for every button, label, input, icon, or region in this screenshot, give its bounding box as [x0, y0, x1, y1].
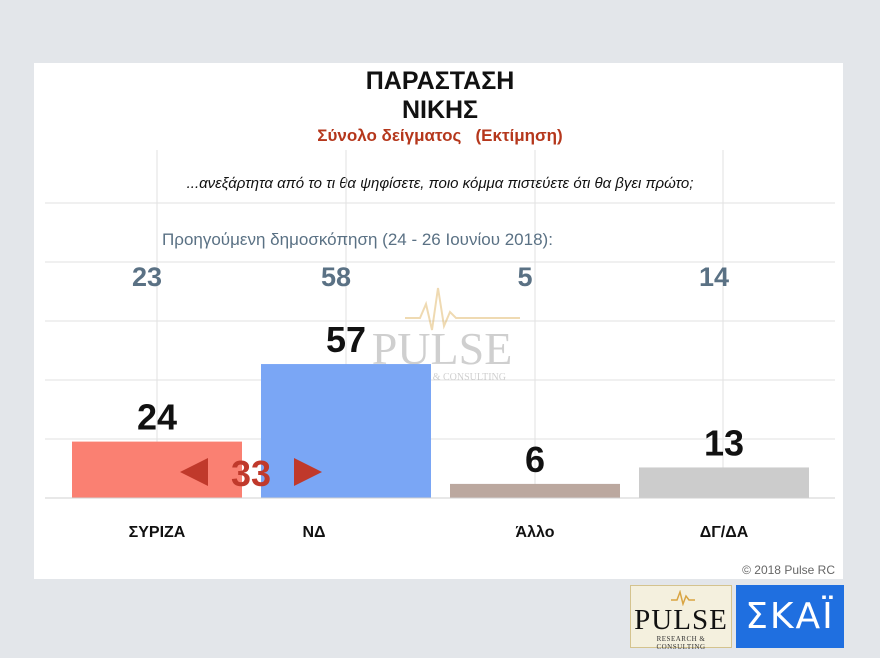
survey-question: ...ανεξάρτητα από το τι θα ψηφίσετε, ποι… [186, 175, 694, 192]
chart-title-line-1: ΠΑΡΑΣΤΑΣΗ [365, 67, 515, 95]
chart-subtitle: Σύνολο δείγματος (Εκτίμηση) [317, 126, 563, 145]
gap-arrow-right [294, 458, 322, 486]
watermark-subtext: RESEARCH & CONSULTING [378, 372, 506, 383]
gap-arrow-left [180, 458, 208, 486]
pulse-logo: PULSE RESEARCH & CONSULTING [630, 585, 732, 651]
skai-logo: ΣΚΑΪ [736, 585, 844, 648]
data-label-2: 57 [326, 319, 366, 360]
data-label-4: 13 [704, 422, 744, 463]
previous-value-4: 14 [699, 262, 729, 292]
category-label-1: ΣΥΡΙΖΑ [129, 524, 186, 541]
grid-lines [45, 150, 835, 498]
bar-2 [261, 364, 431, 498]
previous-value-3: 5 [517, 262, 532, 292]
copyright: © 2018 Pulse RC [742, 563, 835, 577]
category-label-2: ΝΔ [302, 524, 325, 541]
bar-4 [639, 467, 809, 498]
previous-value-2: 58 [321, 262, 351, 292]
data-label-3: 6 [525, 439, 545, 480]
gap-value: 33 [231, 453, 271, 494]
pulse-logo-text: PULSE [634, 604, 728, 636]
data-label-1: 24 [137, 397, 177, 438]
gap-annotation: 33 [180, 453, 322, 494]
category-label-4: ΔΓ/ΔΑ [700, 524, 749, 541]
bar-1 [72, 441, 242, 498]
bar-3 [450, 483, 620, 498]
chart-title-line-2: ΝΙΚΗΣ [401, 96, 479, 124]
pulse-logo-subtext: RESEARCH & CONSULTING [656, 635, 706, 651]
pulse-logo-wave-icon [671, 590, 695, 606]
previous-poll-label: Προηγούμενη δημοσκόπηση (24 - 26 Ιουνίου… [162, 230, 553, 249]
previous-value-1: 23 [132, 262, 162, 292]
watermark-wave [405, 287, 520, 331]
category-label-3: Άλλο [516, 524, 555, 541]
